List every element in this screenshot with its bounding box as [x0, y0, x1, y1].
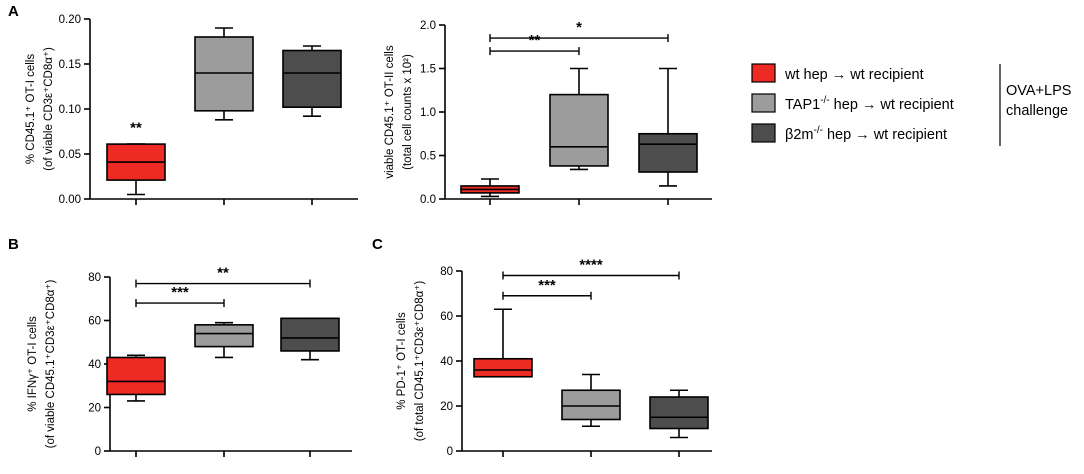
box-tap1 [561, 373, 621, 428]
y-axis-label: % IFNγ⁺ OT-I cells [27, 316, 39, 412]
box-body [638, 132, 698, 173]
box-body [649, 396, 709, 430]
chart-c: C 0 20 40 60 80 % PD-1⁺ OT-I cells (of total CD… [372, 236, 712, 458]
legend-label-tap1-sup: -/- [820, 95, 829, 106]
y-tick-label: 0.5 [420, 151, 436, 163]
box-tap1 [549, 67, 609, 171]
significance-label: ** [130, 119, 142, 136]
y-tick-label: 80 [440, 266, 453, 278]
box-b2m [280, 317, 340, 361]
y-tick-label: 0.15 [59, 59, 81, 71]
y-axis-label: % CD45.1⁺ OT-I cells [25, 54, 37, 164]
box-body [473, 357, 533, 378]
box-wt [473, 308, 533, 378]
significance-bracket: **** [502, 257, 680, 280]
box-wt [106, 354, 166, 402]
y-tick-label: 80 [88, 272, 101, 284]
legend-swatch-b2m [751, 123, 776, 143]
y-tick-label: 20 [440, 401, 453, 413]
chart-b: B 0 20 40 60 80 % IFNγ⁺ OT-I cells (of viable C… [8, 236, 352, 458]
y-tick-label: 60 [440, 311, 453, 323]
y-tick-label: 0 [95, 446, 101, 458]
box-body [280, 317, 340, 352]
legend-swatch-wt [751, 63, 776, 83]
y-tick-label: 0 [447, 446, 453, 458]
legend-swatch-tap1 [751, 93, 776, 113]
y-axis-label-sub: (of viable CD45.1⁺CD3ε⁺CD8α⁺) [45, 279, 57, 448]
significance-bracket: ** [135, 265, 311, 288]
y-axis-label-sub: (of total CD45.1⁺CD3ε⁺CD8α⁺) [414, 281, 426, 442]
y-tick-label: 40 [440, 356, 453, 368]
y-tick-label: 1.0 [420, 107, 436, 119]
y-tick-label: 0.10 [59, 104, 81, 116]
box-wt [106, 143, 166, 196]
legend-label-wt: wt hep → wt recipient [784, 67, 924, 83]
legend-item-wt: wt hep → wt recipient [751, 63, 924, 83]
significance-bracket: *** [502, 277, 592, 300]
significance-label: *** [538, 277, 556, 294]
significance-label: ** [217, 265, 229, 282]
y-tick-label: 1.5 [420, 64, 436, 76]
legend-item-tap1: TAP1-/- hep → wt recipient [751, 93, 954, 113]
significance-label: *** [171, 284, 189, 301]
significance-bracket: ** [489, 32, 580, 56]
box-body [549, 93, 609, 167]
box-tap1 [194, 321, 254, 359]
legend-label-b2m: β2m-/- hep → wt recipient [785, 125, 947, 143]
significance-label: * [576, 19, 582, 36]
panel-label-c: C [372, 236, 383, 253]
y-tick-label: 40 [88, 359, 101, 371]
box-b2m [282, 45, 342, 117]
y-tick-label: 0.05 [59, 149, 81, 161]
y-tick-label: 0.00 [59, 194, 81, 206]
y-axis-label: viable CD45.1⁺ OT-II cells [384, 45, 396, 179]
box-b2m [638, 67, 698, 187]
legend-label-b2m-pre: β2m [785, 127, 813, 143]
y-tick-label: 60 [88, 316, 101, 328]
y-axis-label-sub: (of viable CD3ε⁺CD8α⁺) [43, 47, 55, 171]
y-tick-label: 20 [88, 403, 101, 415]
y-tick-label: 0.0 [420, 194, 436, 206]
significance-label: ** [529, 32, 541, 49]
box-wt [460, 178, 520, 198]
legend-challenge-line1: OVA+LPS [1006, 83, 1071, 99]
y-axis-label: % PD-1⁺ OT-I cells [396, 312, 408, 410]
box-body [282, 49, 342, 109]
panel-label-b: B [8, 236, 19, 253]
legend-label-tap1: TAP1-/- hep → wt recipient [785, 95, 954, 113]
legend-label-tap1-pre: TAP1 [785, 97, 820, 113]
significance-label: **** [579, 257, 603, 274]
box-b2m [649, 389, 709, 439]
y-tick-label: 0.20 [59, 14, 81, 26]
box-body [194, 324, 254, 348]
significance-bracket: *** [135, 284, 225, 308]
legend-item-b2m: β2m-/- hep → wt recipient [751, 123, 947, 143]
legend-label-b2m-post: hep → wt recipient [823, 127, 947, 143]
chart-a1: A 0.00 0.05 0.10 0.15 0.20 % CD45.1⁺ OT-I cell… [8, 3, 358, 206]
box-body [106, 356, 166, 396]
box-body [561, 389, 621, 421]
legend-challenge-line2: challenge [1006, 103, 1068, 119]
y-tick-label: 2.0 [420, 20, 436, 32]
panel-label-a1: A [8, 3, 19, 20]
chart-a2: 0.0 0.5 1.0 1.5 2.0 viable CD45.1⁺ OT-II cell… [384, 19, 712, 206]
box-body [194, 36, 254, 112]
y-axis-label-sub: (total cell counts x 10²) [402, 54, 414, 170]
significance-bracket: * [489, 19, 669, 43]
box-tap1 [194, 27, 254, 121]
legend-label-b2m-sup: -/- [813, 125, 822, 136]
legend-label-tap1-post: hep → wt recipient [830, 97, 954, 113]
legend: wt hep → wt recipient TAP1-/- hep → wt r… [751, 63, 1071, 146]
